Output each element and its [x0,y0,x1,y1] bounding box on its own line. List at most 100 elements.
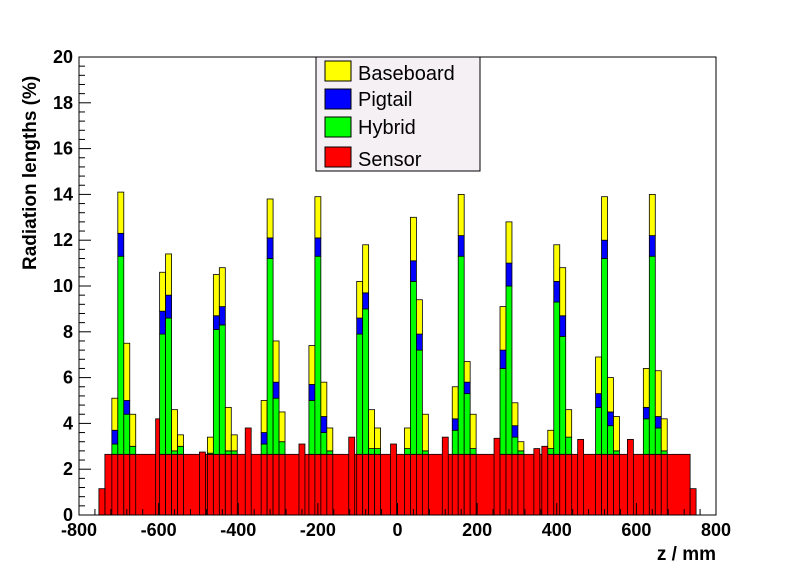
sensor-bin [499,453,507,516]
sensor-spike-bin [541,445,549,516]
y-tick-label: 12 [53,230,73,250]
sensor-bin [660,453,668,516]
sensor-bin [206,453,214,516]
sensor-spike-bin [533,448,541,516]
baseboard-bin [177,434,184,447]
baseboard-bin [654,370,662,417]
sensor-spike-bin [577,439,585,516]
legend-label-sensor: Sensor [358,149,422,171]
pigtail-bin [212,315,220,330]
pigtail-bin [272,381,280,399]
sensor-bin [260,453,268,516]
sensor-spike-bin [627,439,634,516]
hybrid-bin [660,450,668,455]
sensor-bin [326,453,334,516]
pigtail-bin [654,416,662,429]
hybrid-bin [171,450,178,455]
pigtail-bin [511,425,519,438]
baseboard-bin [613,416,620,452]
pigtail-bin [320,416,328,433]
hybrid-bin [553,301,561,455]
sensor-spike-bin [199,451,206,516]
x-tick-label: -600 [141,520,177,540]
x-tick-label: -800 [61,520,97,540]
y-tick-label: 8 [63,322,73,342]
sensor-bin [469,453,477,516]
legend-label-baseboard: Baseboard [358,63,455,85]
sensor-bin [421,453,429,516]
sensor-bin [601,453,608,516]
y-tick-label: 18 [53,93,73,113]
baseboard-bin [230,434,238,452]
baseboard-bin [421,413,429,452]
baseboard-bin [505,221,513,264]
baseboard-bin [547,429,555,449]
pigtail-bin [123,400,131,415]
pigtail-bin [111,429,119,445]
hybrid-bin [177,445,184,455]
baseboard-bin [171,409,178,452]
sensor-bin [111,453,119,516]
bar-layer [98,191,697,516]
hybrid-bin [511,436,519,455]
pigtail-bin [451,418,459,431]
sensor-bin [607,453,614,516]
sensor-bin [171,453,178,516]
axes: 0 2 4 6 8 10 12 14 16 18 20 -800 -600 -400 -200 0 200 400… [53,47,731,540]
pigtail-bin [595,393,602,408]
baseboard-bin [457,193,465,237]
sensor-bin [224,453,232,516]
sensor-bin [165,453,172,516]
hybrid-bin [266,258,274,455]
baseboard-bin [129,413,137,447]
sensor-bin [410,453,417,516]
pigtail-bin [308,384,316,401]
hybrid-bin [559,335,567,455]
sensor-spike-bin [298,443,306,516]
sensor-bin [404,453,411,516]
baseboard-bin [320,381,328,417]
hybrid-bin [212,329,220,455]
hybrid-bin [260,443,268,455]
baseboard-bin [499,306,507,351]
sensor-bin [218,453,226,516]
baseboard-bin [374,427,381,449]
sensor-bin [212,453,220,516]
legend-label-pigtail: Pigtail [358,89,412,111]
sensor-bin [266,453,274,516]
y-tick-label: 6 [63,368,73,388]
baseboard-bin [595,356,602,395]
hybrid-bin [272,397,280,455]
x-tick-label: -200 [300,520,336,540]
baseboard-bin [362,244,370,294]
legend-label-hybrid: Hybrid [358,117,416,139]
baseboard-bin [601,196,608,241]
x-tick-label: 0 [392,520,402,540]
baseboard-bin [553,244,561,282]
y-tick-label: 2 [63,459,73,479]
hybrid-bin [517,450,525,455]
pigtail-bin [260,432,268,445]
x-axis-title: z / mm [657,544,716,565]
hybrid-bin [565,436,573,455]
sensor-bin [320,453,328,516]
hybrid-bin [642,418,650,455]
pigtail-bin [553,281,561,303]
hybrid-bin [356,333,364,455]
x-tick-label: -400 [220,520,256,540]
hybrid-bin [111,443,119,455]
y-tick-label: 20 [53,47,73,67]
pigtail-bin [642,406,650,420]
pigtail-bin [218,306,226,326]
hybrid-bin [230,450,238,455]
sensor-bin [654,453,662,516]
hybrid-bin [117,255,125,455]
baseboard-bin [206,436,214,454]
baseboard-bin [607,377,614,413]
hybrid-bin [278,441,286,455]
baseboard-bin [356,281,364,319]
pigtail-bin [416,333,423,351]
sensor-bin [416,453,423,516]
x-tick-label: 800 [701,520,731,540]
sensor-bin [177,453,184,516]
